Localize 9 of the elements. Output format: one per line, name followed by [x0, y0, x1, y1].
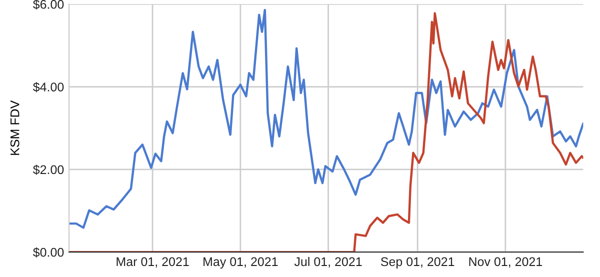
- x-tick-label: May 01, 2021: [204, 257, 278, 269]
- x-tick-label: Jul 01, 2021: [294, 256, 362, 268]
- x-tick-label: Sep 01, 2021: [380, 257, 454, 269]
- y-axis-title: KSM FDV: [10, 100, 20, 155]
- y-tick-label: $2.00: [32, 164, 64, 175]
- x-tick-label: Nov 01, 2021: [469, 257, 542, 268]
- x-tick-label: Mar 01, 2021: [116, 257, 189, 268]
- y-tick-label: $0.00: [32, 247, 64, 258]
- y-tick-label: $4.00: [32, 82, 64, 92]
